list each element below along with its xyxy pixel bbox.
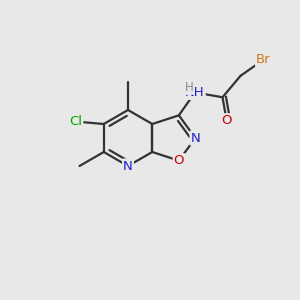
- Text: Cl: Cl: [69, 115, 82, 128]
- Text: N: N: [123, 160, 133, 172]
- Text: H: H: [184, 81, 193, 94]
- Text: O: O: [174, 154, 184, 167]
- Text: N: N: [190, 131, 200, 145]
- Text: NH: NH: [185, 86, 205, 99]
- Text: O: O: [221, 114, 232, 127]
- Text: Br: Br: [256, 53, 271, 66]
